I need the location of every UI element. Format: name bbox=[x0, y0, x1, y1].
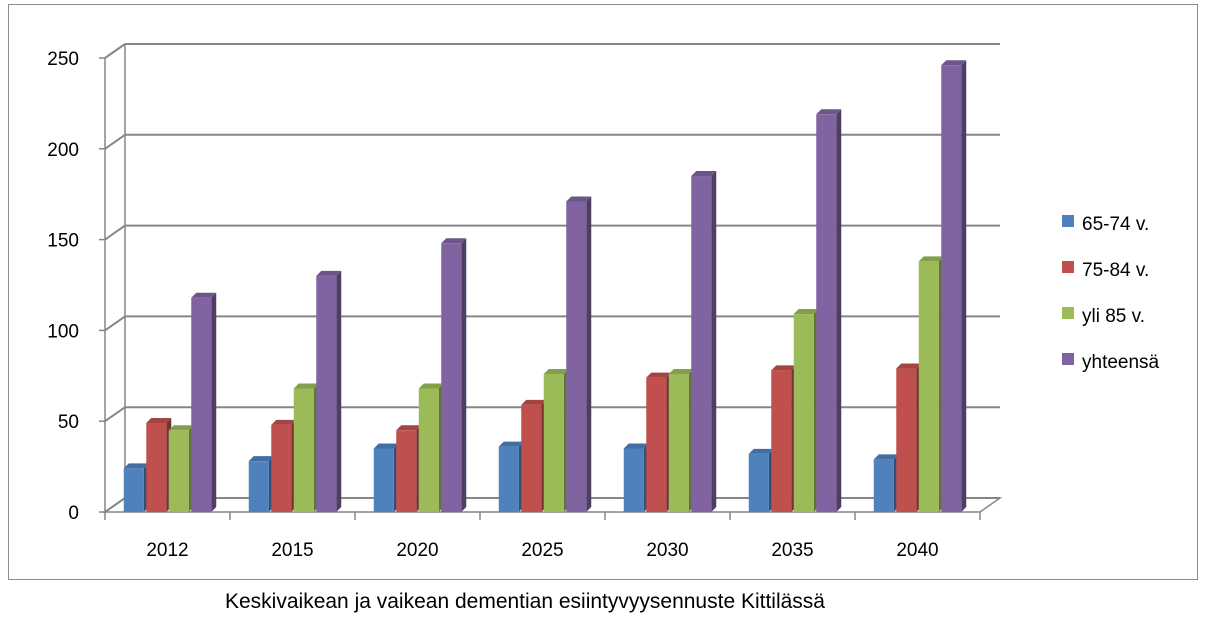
legend-label: yli 85 v. bbox=[1082, 306, 1145, 327]
bar bbox=[918, 261, 939, 512]
bar bbox=[691, 176, 712, 513]
bar-top bbox=[646, 372, 672, 378]
bar-side bbox=[961, 60, 967, 512]
y-tick-label: 250 bbox=[47, 49, 79, 70]
bar-top bbox=[271, 419, 297, 425]
legend-swatch bbox=[1062, 261, 1074, 273]
y-tick-label: 50 bbox=[58, 412, 79, 433]
bar bbox=[396, 430, 417, 512]
bar bbox=[668, 373, 689, 512]
bar-top bbox=[771, 365, 797, 371]
bar-top bbox=[441, 238, 467, 244]
bar bbox=[123, 468, 144, 512]
bar-top bbox=[566, 196, 592, 202]
bar bbox=[566, 201, 587, 513]
bar bbox=[748, 453, 769, 512]
bar-top bbox=[316, 270, 342, 276]
gridline-side bbox=[104, 43, 126, 59]
x-tick-label: 2020 bbox=[396, 540, 438, 561]
bar bbox=[271, 424, 292, 512]
legend-swatch bbox=[1062, 307, 1074, 319]
y-tick-label: 200 bbox=[47, 140, 79, 161]
bar-top bbox=[191, 292, 217, 298]
x-tick-label: 2012 bbox=[146, 540, 188, 561]
bar bbox=[316, 275, 337, 512]
bar bbox=[646, 377, 667, 512]
gridline-side bbox=[104, 315, 126, 332]
x-tick-label: 2025 bbox=[521, 540, 563, 561]
bar-top bbox=[293, 383, 319, 389]
bar bbox=[941, 65, 962, 512]
bar-side bbox=[336, 270, 342, 512]
x-tick-label: 2040 bbox=[896, 540, 938, 561]
gridline-side bbox=[104, 133, 126, 150]
chart-caption: Keskivaikean ja vaikean dementian esiint… bbox=[225, 590, 825, 613]
bar-side bbox=[461, 238, 467, 512]
bar-top bbox=[543, 368, 569, 374]
bar bbox=[441, 243, 462, 512]
bar bbox=[168, 430, 189, 512]
bar-side bbox=[711, 171, 717, 513]
legend-label: 75-84 v. bbox=[1082, 260, 1149, 281]
bar-top bbox=[521, 399, 547, 405]
legend-label: yhteensä bbox=[1082, 352, 1160, 373]
bar-top bbox=[668, 368, 694, 374]
y-tick-label: 100 bbox=[47, 321, 79, 342]
bar-top bbox=[816, 109, 842, 115]
y-tick-label: 0 bbox=[68, 503, 79, 524]
bar-top bbox=[396, 425, 422, 431]
bar bbox=[418, 388, 439, 512]
x-tick-label: 2015 bbox=[271, 540, 313, 561]
bar bbox=[873, 459, 894, 512]
bar bbox=[771, 370, 792, 512]
bar-top bbox=[941, 60, 967, 66]
x-tick-label: 2035 bbox=[771, 540, 813, 561]
bar bbox=[498, 446, 519, 512]
bar-top bbox=[748, 448, 774, 454]
gridline-side bbox=[104, 224, 126, 241]
bar-top bbox=[123, 463, 149, 469]
bar bbox=[293, 388, 314, 512]
bar-top bbox=[793, 309, 819, 315]
bar-side bbox=[586, 196, 592, 513]
bar bbox=[543, 373, 564, 512]
bar-top bbox=[373, 443, 399, 449]
legend-swatch bbox=[1062, 353, 1074, 365]
bar bbox=[521, 404, 542, 512]
bar bbox=[373, 448, 394, 512]
bar-top bbox=[623, 443, 649, 449]
bar bbox=[793, 314, 814, 512]
bar bbox=[816, 114, 837, 513]
bar bbox=[191, 297, 212, 512]
bar-top bbox=[691, 171, 717, 177]
bar-side bbox=[836, 109, 842, 513]
bar-top bbox=[498, 441, 524, 447]
bar bbox=[896, 368, 917, 512]
x-tick-label: 2030 bbox=[646, 540, 688, 561]
gridline-side bbox=[104, 406, 126, 423]
legend-label: 65-74 v. bbox=[1082, 214, 1149, 235]
bar-side bbox=[211, 292, 217, 512]
bar-top bbox=[168, 425, 194, 431]
legend-swatch bbox=[1062, 215, 1074, 227]
bar-top bbox=[418, 383, 444, 389]
bar-top bbox=[896, 363, 922, 369]
bar-top bbox=[146, 418, 172, 424]
bar-top bbox=[873, 454, 899, 460]
bar bbox=[146, 423, 167, 512]
bar-top bbox=[918, 256, 944, 262]
bar bbox=[623, 448, 644, 512]
bar bbox=[248, 461, 269, 512]
y-tick-label: 150 bbox=[47, 231, 79, 252]
bar-top bbox=[248, 456, 274, 462]
